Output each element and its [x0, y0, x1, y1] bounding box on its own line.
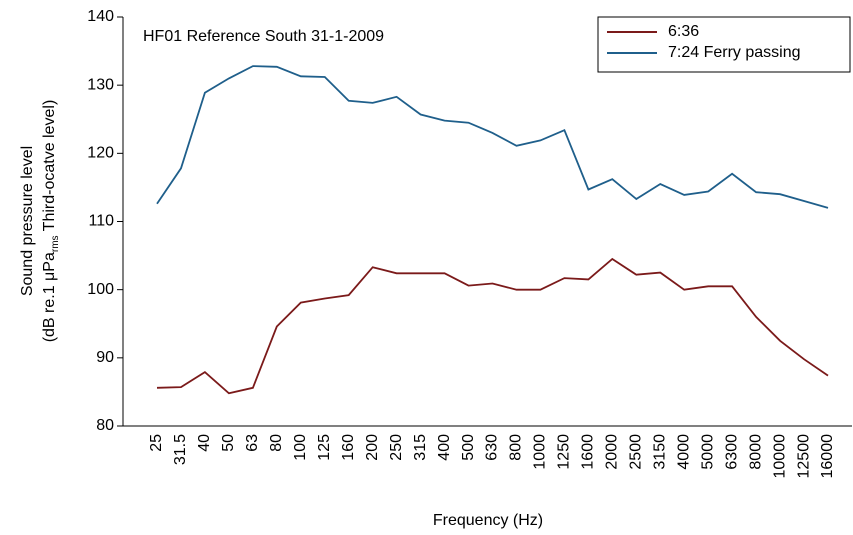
x-tick-label: 31.5 — [172, 434, 189, 465]
y-tick-label: 80 — [96, 417, 114, 434]
x-tick-label: 2500 — [628, 434, 645, 470]
y-tick-label: 100 — [87, 281, 114, 298]
x-tick-label: 125 — [316, 434, 333, 461]
y-tick-label: 90 — [96, 349, 114, 366]
legend-label: 7:24 Ferry passing — [668, 44, 801, 61]
series-line — [156, 65, 829, 209]
x-tick-label: 200 — [364, 434, 381, 461]
x-tick-label: 315 — [412, 434, 429, 461]
x-tick-label: 630 — [484, 434, 501, 461]
y-tick-label: 140 — [87, 8, 114, 25]
y-tick-label: 110 — [88, 213, 114, 230]
x-tick-label: 40 — [196, 434, 213, 452]
series-line — [156, 257, 829, 395]
x-axis-label: Frequency (Hz) — [433, 512, 543, 529]
y-label-text: Third-ocatve level) — [41, 100, 58, 236]
x-tick-label: 5000 — [699, 434, 716, 470]
y-axis-label: (dB re.1 μParms Third-ocatve level) — [41, 100, 60, 343]
legend — [597, 16, 851, 73]
x-tick-label: 16000 — [819, 434, 836, 479]
x-tick-label: 63 — [244, 434, 261, 452]
legend-label: 6:36 — [668, 23, 699, 40]
x-tick-label: 400 — [436, 434, 453, 461]
x-tick-label: 6300 — [723, 434, 740, 470]
x-tick-label: 25 — [148, 434, 165, 452]
x-tick-label: 12500 — [795, 434, 812, 479]
x-tick-label: 1600 — [580, 434, 597, 470]
x-tick-label: 800 — [508, 434, 525, 461]
chart-title: HF01 Reference South 31-1-2009 — [143, 28, 384, 45]
y-tick-label: 120 — [87, 145, 114, 162]
x-tick-label: 250 — [388, 434, 405, 461]
x-tick-label: 100 — [292, 434, 309, 461]
x-tick-label: 1000 — [532, 434, 549, 470]
x-tick-label: 80 — [268, 434, 285, 452]
y-label-subscript: rms — [50, 235, 61, 252]
x-tick-label: 10000 — [771, 434, 788, 479]
x-tick-label: 8000 — [747, 434, 764, 470]
y-label-text: (dB re.1 μPa — [41, 252, 58, 342]
y-tick-label: 130 — [87, 76, 114, 93]
x-tick-label: 4000 — [675, 434, 692, 470]
x-tick-label: 2000 — [604, 434, 621, 470]
x-tick-label: 160 — [340, 434, 357, 461]
x-tick-label: 50 — [220, 434, 237, 452]
x-tick-label: 500 — [460, 434, 477, 461]
x-tick-label: 1250 — [556, 434, 573, 470]
y-axis-label: Sound pressure level — [19, 146, 36, 296]
x-tick-label: 3150 — [651, 434, 668, 470]
